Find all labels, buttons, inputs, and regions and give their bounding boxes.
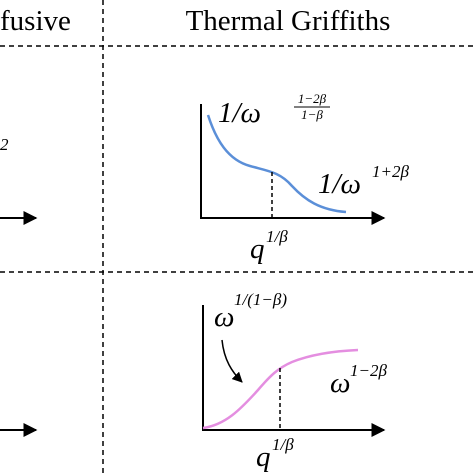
x-label: q xyxy=(250,233,265,265)
curve xyxy=(202,348,359,430)
plot-top: 1/ω 1−2β 1−β 1/ω 1+2β q 1/β xyxy=(200,91,409,265)
column-header: Thermal Griffiths xyxy=(186,5,391,37)
curve xyxy=(206,114,347,214)
exponent: 1+2β xyxy=(372,162,409,181)
curve-label: ω xyxy=(330,367,350,399)
exponent: 2 xyxy=(0,135,9,154)
exponent-numerator: 1−2β xyxy=(298,91,327,106)
x-label: q xyxy=(256,441,271,473)
axes xyxy=(200,104,386,225)
exponent: 1/β xyxy=(272,435,294,454)
curve-label: ω xyxy=(214,301,234,333)
exponent: 1−2β xyxy=(350,361,387,380)
axes xyxy=(202,305,386,437)
exponent: 1/β xyxy=(266,227,288,246)
exponent-denominator: 1−β xyxy=(301,107,323,122)
plot-bottom: ω 1/(1−β) ω 1−2β q 1/β xyxy=(202,290,387,473)
exponent: 1/(1−β) xyxy=(234,290,287,309)
curve-label: 1/ω xyxy=(218,97,261,129)
pointer-arrow xyxy=(221,339,243,383)
column-header: fusive xyxy=(0,5,71,37)
curve-label: 1/ω xyxy=(318,168,361,200)
